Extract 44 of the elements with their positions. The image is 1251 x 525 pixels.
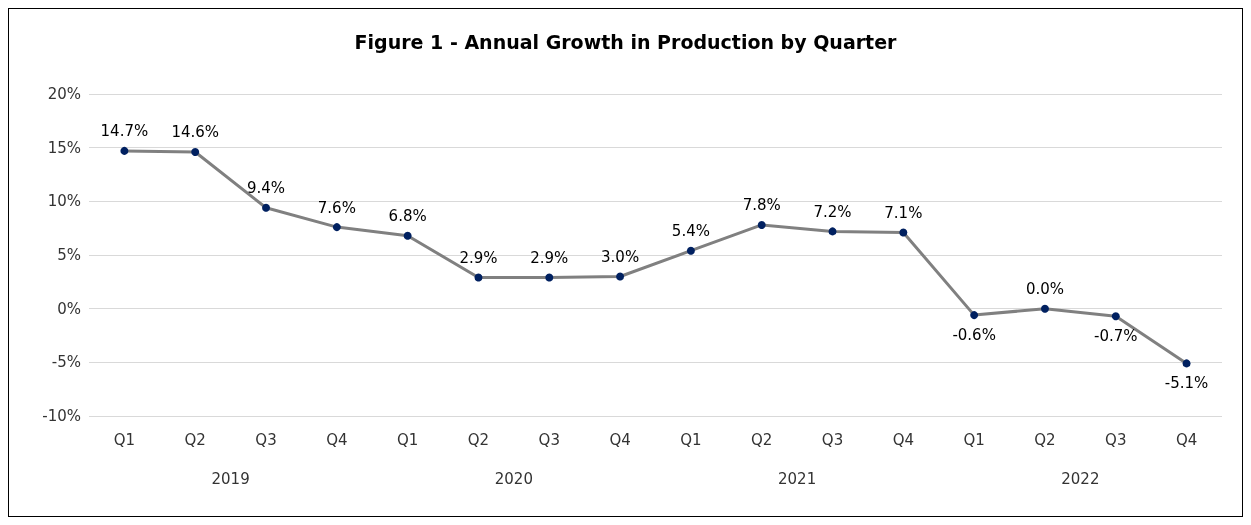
x-tick-label: Q1	[680, 430, 702, 449]
data-label: -0.7%	[1094, 326, 1138, 345]
data-label: -0.6%	[952, 325, 996, 344]
text: 2021	[778, 469, 817, 488]
x-tick-label: Q1	[113, 430, 136, 449]
text: 2019	[211, 469, 250, 488]
data-label: 2.9%	[459, 249, 498, 268]
data-label: 2.9%	[530, 249, 569, 268]
data-label: 3.0%	[601, 247, 640, 266]
x-tick-label: Q2	[467, 430, 490, 449]
data-label: 0.0%	[1025, 280, 1065, 299]
data-label: 6.8%	[388, 207, 427, 226]
data-label: 5.4%	[671, 222, 710, 241]
y-tick-label: 5%	[57, 246, 81, 264]
text: 2022	[1061, 469, 1100, 488]
text: 2020	[494, 469, 533, 488]
x-tick-label: Q2	[751, 430, 773, 449]
x-tick-label: Q3	[255, 430, 277, 449]
y-tick-label: -5%	[51, 353, 81, 372]
x-tick-label: Q1	[963, 430, 985, 449]
y-tick-label: -10%	[42, 407, 81, 425]
data-label: 7.8%	[742, 196, 781, 215]
x-tick-label: Q2	[184, 430, 206, 449]
chart-title: Figure 1 - Annual Growth in Production by Quarter	[354, 30, 898, 53]
x-tick-label: Q2	[1034, 430, 1056, 449]
data-label: 14.6%	[171, 123, 220, 142]
x-tick-label: Q3	[1105, 430, 1127, 449]
x-tick-label: Q4	[892, 430, 915, 449]
x-tick-label: Q4	[1175, 430, 1198, 449]
x-tick-label: Q1	[396, 430, 419, 449]
y-tick-label: 0%	[57, 299, 81, 318]
data-label: -5.1%	[1164, 373, 1209, 392]
x-tick-label: Q3	[821, 430, 844, 449]
data-label: 7.6%	[317, 198, 356, 217]
data-label: 7.2%	[813, 202, 852, 221]
x-tick-label: Q4	[609, 430, 631, 449]
x-tick-label: Q3	[538, 430, 560, 449]
data-label: 14.7%	[100, 122, 149, 141]
y-tick-label: 10%	[47, 192, 81, 211]
data-label: 9.4%	[246, 179, 286, 198]
x-tick-label: Q4	[326, 430, 348, 449]
y-tick-label: 20%	[47, 85, 81, 103]
data-label: 7.1%	[884, 203, 923, 222]
y-tick-label: 15%	[47, 138, 81, 157]
